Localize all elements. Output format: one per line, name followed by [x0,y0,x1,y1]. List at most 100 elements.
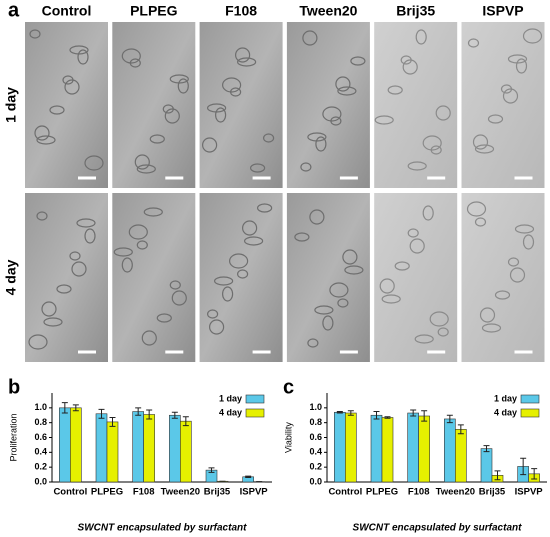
y-tick-label: 0.6 [309,432,322,442]
cell [141,330,157,346]
cell [394,261,410,271]
bar [95,413,108,483]
x-tick-label: Control [328,487,362,498]
cell [36,135,56,145]
error-bar [245,475,252,479]
micrograph [199,22,283,188]
cell [209,319,225,335]
x-tick-label: F108 [133,487,155,498]
cell [169,280,181,290]
cell [113,247,133,257]
cell [43,317,63,327]
error-bar [494,470,501,481]
column-label: Brij35 [396,3,435,19]
cell [235,47,251,63]
cell [71,261,87,277]
legend-swatch [520,394,540,404]
cell [309,209,325,225]
legend-label: 1 day [494,393,517,403]
bar [370,414,383,483]
cell [214,276,234,286]
y-tick-label: 0.8 [34,417,47,427]
y-tick-label: 0.2 [309,462,322,472]
y-tick-label: 1.0 [34,402,47,412]
cell [474,144,495,154]
micrograph [112,193,196,362]
error-bar [72,404,79,412]
cell [177,78,189,94]
x-tick-label: PLPEG [366,487,398,498]
cell [143,207,163,217]
cell [84,228,96,244]
cell [435,105,451,121]
x-tick-label: ISPVP [240,487,269,498]
column-label: PLPEG [130,3,178,19]
cell [215,107,227,123]
cell [121,257,133,273]
y-tick-label: 1.0 [309,402,322,412]
cell [244,236,264,246]
cell [257,203,273,213]
cell [56,284,72,294]
micrograph [461,193,545,362]
cell [76,218,96,228]
cell [207,103,227,113]
legend-swatch [520,408,540,418]
cell [294,232,310,242]
cell [136,164,156,174]
y-axis-label: Proliferation [8,413,18,461]
bar [381,417,394,483]
cell [522,28,543,44]
y-tick-label: 0.8 [309,417,322,427]
cell [28,334,48,350]
x-tick-label: F108 [408,487,430,498]
bar [59,407,71,483]
bar [345,412,357,483]
cell [437,327,449,337]
x-tick-label: Tween20 [161,487,200,498]
cell [422,205,434,221]
y-tick-label: 0.2 [34,462,47,472]
cell [350,56,366,66]
cell [315,136,327,152]
cell [429,311,449,327]
error-bar [61,402,68,414]
bar [106,421,119,483]
cell [479,307,496,323]
error-bar [135,407,142,416]
cell [322,315,334,331]
cell [29,29,41,39]
cell [77,49,89,65]
micrograph [286,193,370,362]
error-bar [208,467,215,473]
cell [64,79,80,95]
cell [514,224,535,234]
error-bar [520,457,527,476]
cell [128,224,148,240]
error-bar [171,411,178,419]
cell [342,249,358,265]
x-tick-label: Brij35 [479,487,506,498]
cell [322,106,342,122]
cell [502,88,519,104]
bar [70,407,82,483]
cell [379,278,395,294]
y-tick-label: 0.0 [309,476,322,486]
cell [329,282,349,298]
cell [69,45,89,55]
bar [143,414,155,483]
cell [507,54,528,64]
cell [307,338,319,348]
cell [500,84,513,94]
cell [487,114,504,124]
micrograph [25,22,108,188]
micrograph [374,22,458,188]
micrograph [461,22,545,188]
error-bar [531,468,538,480]
x-axis-label: SWCNT encapsulated by surfactant [353,523,523,534]
x-tick-label: ISPVP [515,487,544,498]
cell [202,137,218,153]
panel-label: b [8,376,20,398]
column-label: Control [42,3,92,19]
cell [69,251,81,261]
